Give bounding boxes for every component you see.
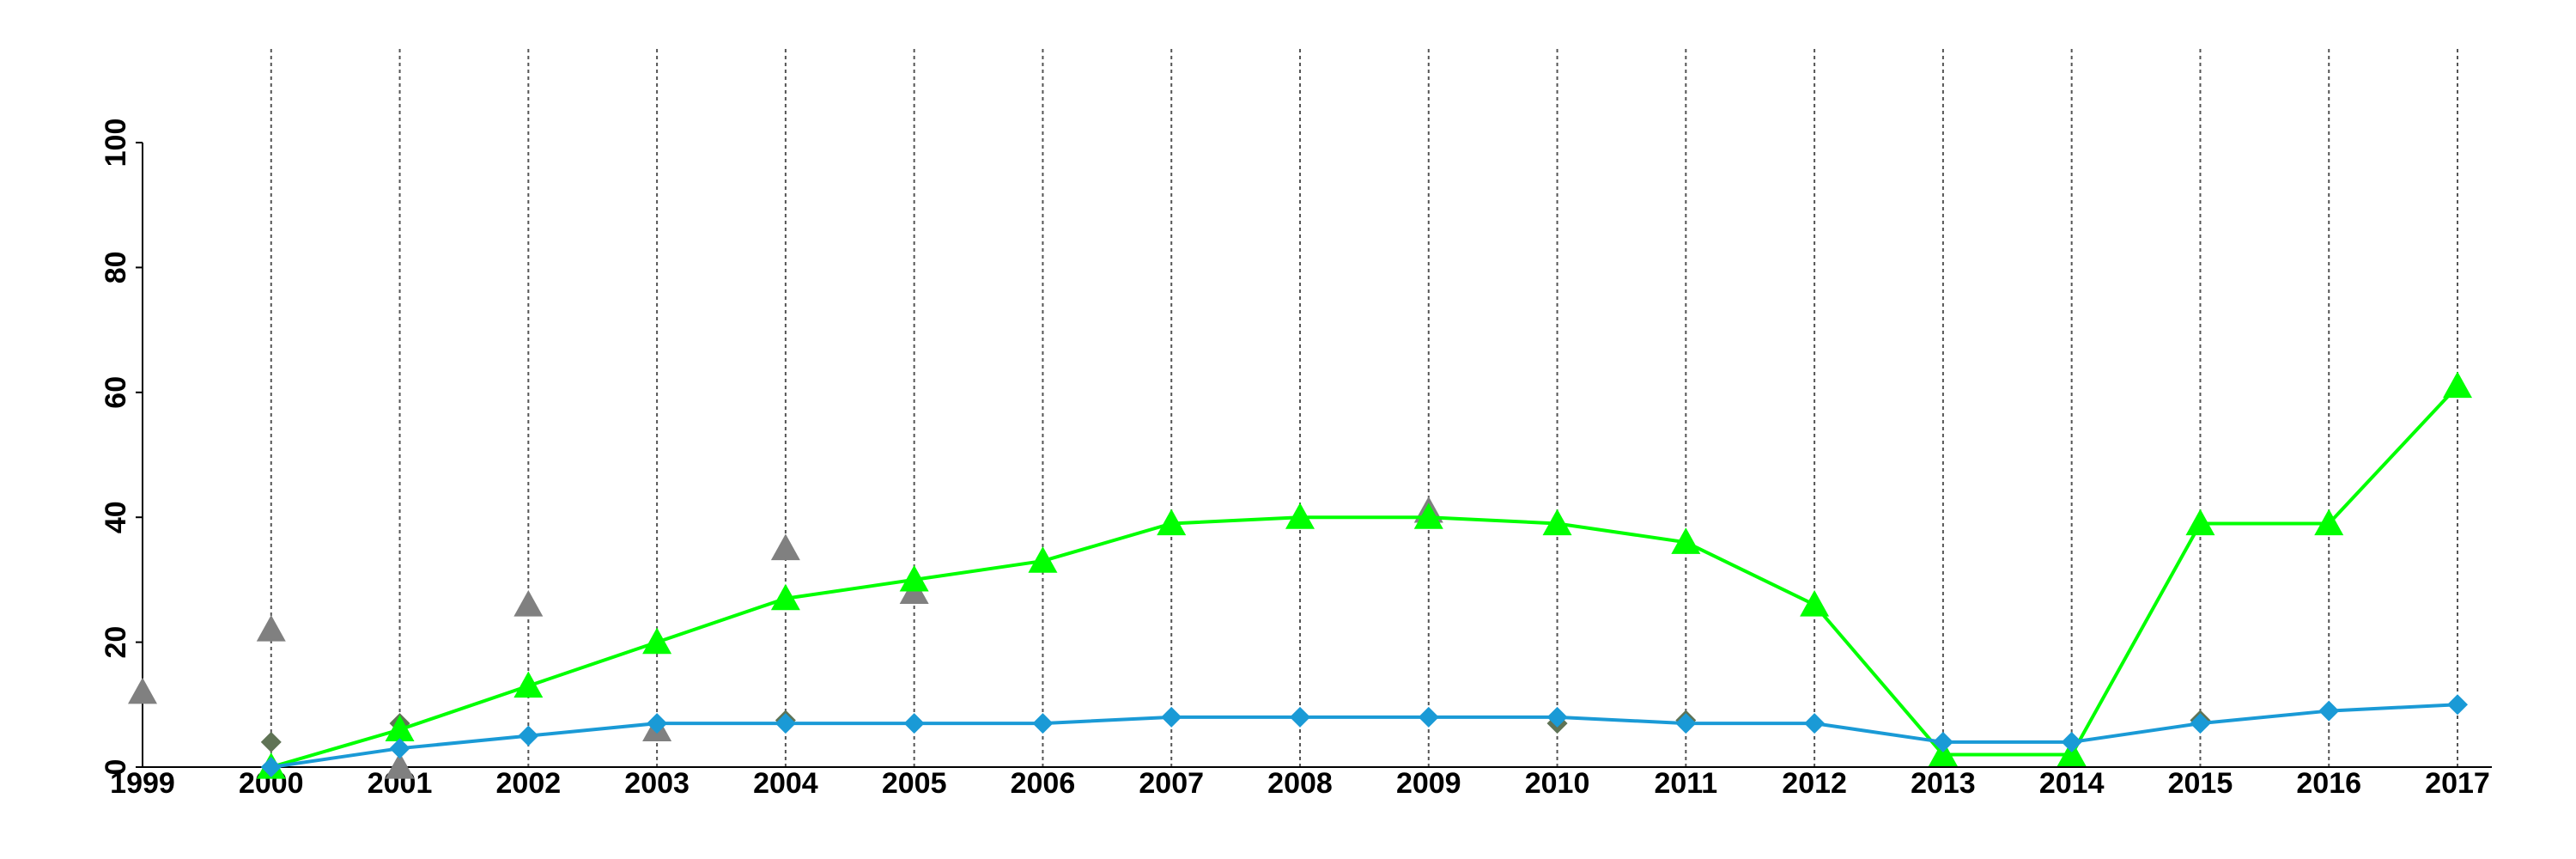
triangle-marker	[770, 583, 800, 611]
diamond-marker	[1418, 706, 1439, 728]
x-tick-label: 2012	[1782, 767, 1847, 800]
x-tick-label: 2015	[2168, 767, 2233, 800]
diamond-marker	[1675, 713, 1697, 734]
x-tick-label: 2014	[2039, 767, 2105, 800]
triangle-marker	[2443, 371, 2472, 399]
x-tick-label: 2011	[1654, 767, 1717, 800]
y-tick-label: 40	[100, 501, 132, 533]
triangle-marker	[385, 752, 415, 779]
diamond-marker	[2447, 694, 2468, 716]
diamond-marker	[260, 757, 282, 777]
diamond-marker	[647, 713, 668, 734]
y-tick-label: 0	[100, 759, 132, 776]
triangle-marker	[770, 533, 800, 561]
diamond-marker	[775, 713, 796, 734]
diamond-marker	[2190, 713, 2211, 734]
diamond-marker	[1932, 731, 1953, 752]
diamond-marker	[2318, 700, 2340, 722]
y-tick-label: 80	[100, 251, 132, 283]
diamond-marker	[518, 725, 539, 746]
diamond-marker	[903, 713, 925, 734]
triangle-marker	[1028, 546, 1058, 573]
triangle-marker	[385, 715, 415, 741]
x-tick-label: 1999	[110, 767, 175, 800]
y-tick-label: 100	[100, 119, 132, 168]
x-tick-label: 2017	[2425, 767, 2490, 800]
diamond-marker	[1546, 706, 1568, 728]
triangle-marker	[2314, 509, 2344, 536]
triangle-marker	[899, 564, 929, 592]
diamond-marker	[1032, 713, 1054, 734]
triangle-marker	[1800, 589, 1830, 617]
x-tick-label: 2007	[1139, 767, 1204, 800]
x-tick-label: 2003	[624, 767, 690, 800]
x-tick-label: 2008	[1267, 767, 1333, 800]
x-tick-label: 2004	[753, 767, 818, 800]
x-tick-label: 2009	[1396, 767, 1461, 800]
x-tick-label: 2005	[882, 767, 947, 800]
triangle-marker	[642, 627, 672, 655]
x-tick-label: 2016	[2296, 767, 2361, 800]
diamond-marker	[389, 738, 410, 759]
y-tick-label: 20	[100, 626, 132, 659]
triangle-marker	[2185, 509, 2215, 536]
triangle-marker	[1157, 509, 1187, 536]
triangle-marker	[256, 615, 286, 642]
triangle-marker	[1285, 503, 1315, 529]
triangle-marker	[1542, 509, 1572, 536]
triangle-marker	[513, 671, 544, 698]
diamond-marker	[2061, 731, 2082, 752]
x-tick-label: 2006	[1011, 767, 1076, 800]
x-tick-label: 2013	[1911, 767, 1976, 800]
triangle-marker	[128, 677, 157, 704]
triangle-marker	[1671, 527, 1701, 554]
diamond-marker	[1161, 706, 1182, 728]
diamond-marker	[1290, 706, 1310, 728]
x-tick-label: 2002	[496, 767, 562, 800]
series-line	[270, 385, 2459, 769]
x-tick-label: 2010	[1525, 767, 1590, 800]
triangle-marker	[1413, 503, 1443, 529]
triangle-marker	[513, 589, 544, 617]
triangle-marker	[1928, 740, 1958, 767]
y-tick-label: 60	[100, 376, 132, 409]
series-line	[270, 703, 2458, 769]
diamond-marker	[1804, 713, 1826, 734]
diamond-marker	[260, 731, 282, 752]
triangle-marker	[2057, 740, 2087, 767]
